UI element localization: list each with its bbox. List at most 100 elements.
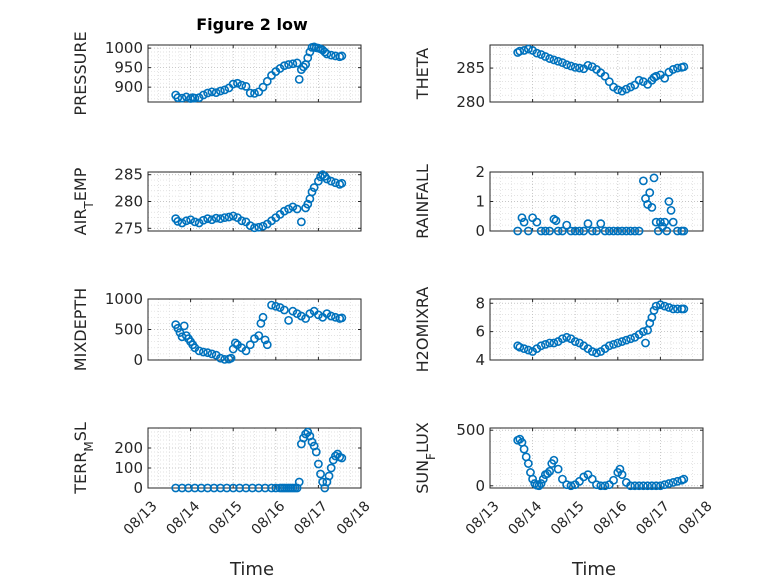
data-point (545, 338, 555, 348)
data-point (196, 483, 206, 493)
data-point (254, 222, 264, 232)
data-point (613, 226, 623, 236)
data-point (664, 479, 674, 488)
data-point (660, 480, 670, 490)
data-point (638, 481, 648, 491)
data-point (228, 79, 238, 89)
data-point (549, 338, 559, 348)
data-point (604, 226, 614, 236)
axes-box (489, 171, 704, 232)
subplot-rainfall: 0 1 2 RAINFALL (413, 163, 704, 240)
data-point (634, 481, 644, 491)
data-point (222, 483, 232, 493)
data-point (258, 221, 268, 231)
y-tick-label: 1000 (105, 39, 143, 57)
data-point (207, 215, 217, 225)
data-point (279, 305, 289, 315)
data-point (647, 202, 657, 212)
data-point (173, 216, 183, 226)
data-point (570, 337, 580, 346)
data-point (260, 483, 270, 493)
data-point (626, 334, 635, 344)
subplot-theta: 280 285 THETA (413, 44, 704, 111)
data-point (558, 226, 567, 236)
data-point (660, 73, 670, 83)
x-tick-label: 08/16 (249, 498, 289, 538)
data-point (245, 88, 255, 98)
y-tick-label: 6 (475, 323, 485, 341)
data-point (570, 226, 580, 236)
data-point (609, 226, 618, 236)
data-point (337, 178, 347, 188)
data-point (540, 339, 550, 349)
data-point (558, 58, 567, 68)
data-point (613, 338, 623, 348)
data-point (279, 61, 289, 71)
data-point (216, 353, 225, 363)
data-point (284, 60, 293, 69)
data-point (596, 481, 606, 491)
data-point (179, 321, 189, 331)
subplot-air-temp: 275 280 285 AIRTEMP (71, 166, 362, 237)
data-point (301, 314, 311, 323)
y-axis-label: PRESSURE (71, 31, 90, 115)
data-point (638, 327, 648, 337)
data-point (562, 60, 572, 70)
data-point (324, 471, 334, 481)
data-point (519, 344, 529, 354)
data-point (311, 447, 321, 457)
data-point (313, 176, 323, 186)
data-point (322, 49, 332, 59)
y-tick-label: 2 (475, 163, 485, 181)
data-point (301, 429, 311, 439)
data-point (326, 463, 336, 473)
data-point (617, 226, 627, 236)
data-point (566, 226, 576, 236)
data-point (198, 215, 208, 225)
data-point (171, 483, 181, 493)
data-point (292, 309, 302, 319)
data-point (233, 78, 242, 88)
data-point (553, 464, 563, 474)
data-point (198, 347, 208, 357)
x-tick-label: 08/14 (505, 498, 545, 538)
data-point (267, 483, 276, 493)
data-point (186, 215, 195, 225)
data-point (649, 173, 659, 183)
data-point (553, 56, 563, 66)
data-point (523, 44, 533, 54)
data-point (211, 88, 221, 98)
data-point (562, 332, 572, 342)
data-point (626, 481, 635, 491)
data-point (668, 478, 678, 487)
data-point (587, 226, 597, 236)
data-point (575, 226, 584, 236)
data-point (245, 340, 255, 350)
y-tick-label: 285 (114, 166, 143, 184)
data-point (575, 63, 584, 73)
data-point (523, 459, 533, 468)
data-point (203, 88, 213, 98)
data-point (679, 226, 689, 236)
data-point (173, 93, 183, 103)
data-point (515, 46, 525, 56)
data-point (609, 339, 618, 349)
x-tick-label: 08/13 (463, 498, 503, 538)
data-point (211, 213, 221, 223)
y-tick-label: 200 (114, 439, 143, 457)
data-point (250, 89, 259, 98)
data-point (600, 481, 610, 491)
axes-box (489, 298, 704, 361)
data-point (604, 480, 614, 490)
x-axis-label-left: Time (229, 559, 274, 580)
y-tick-label: 950 (114, 59, 143, 77)
data-point (337, 313, 347, 323)
data-point (630, 226, 640, 236)
data-point (177, 93, 187, 103)
data-point (260, 335, 270, 345)
data-point (649, 305, 659, 315)
data-point (228, 211, 238, 221)
data-point (247, 483, 257, 493)
data-point (177, 483, 187, 493)
data-point (226, 353, 236, 363)
